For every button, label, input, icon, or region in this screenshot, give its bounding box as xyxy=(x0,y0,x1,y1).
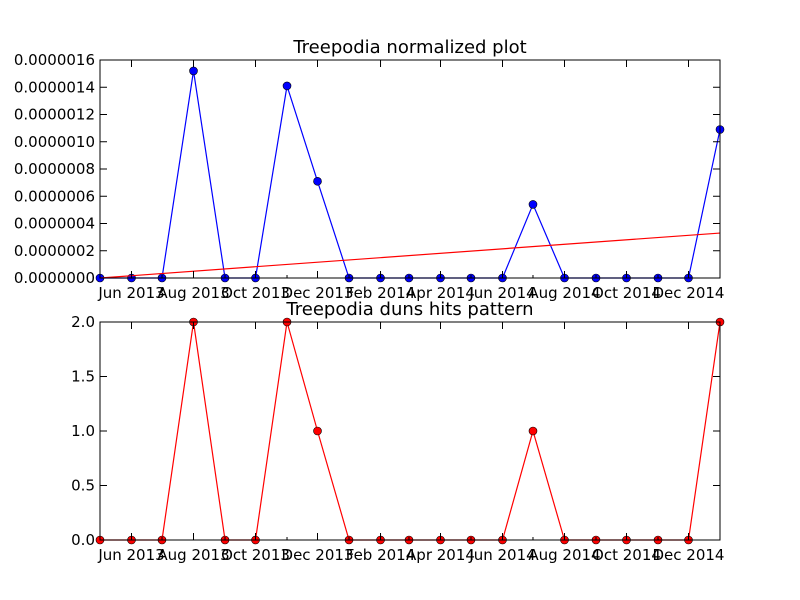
y-tick-label: 0.0000012 xyxy=(14,106,95,124)
y-tick-label: 0.5 xyxy=(71,477,95,495)
y-tick-label: 0.0000014 xyxy=(14,78,95,96)
data-point xyxy=(313,426,322,436)
y-tick-label: 2.0 xyxy=(71,313,95,331)
x-tick-label: Feb 2014 xyxy=(346,546,416,564)
x-tick-label: Aug 2014 xyxy=(528,284,600,302)
data-point xyxy=(313,176,322,186)
x-tick-label: Oct 2014 xyxy=(592,284,661,302)
y-tick-label: 0.0 xyxy=(71,531,95,549)
y-tick-label: 0.0000006 xyxy=(14,187,95,205)
x-tick-label: Dec 2013 xyxy=(282,546,354,564)
y-tick-label: 1.0 xyxy=(71,422,95,440)
y-tick-label: 0.0000008 xyxy=(14,160,95,178)
data-point xyxy=(528,426,538,436)
y-tick-label: 0.0000016 xyxy=(14,51,95,69)
x-tick-label: Jun 2013 xyxy=(97,546,164,564)
x-tick-label: Aug 2013 xyxy=(157,284,229,302)
x-tick-label: Feb 2014 xyxy=(346,284,416,302)
y-tick-label: 0.0000004 xyxy=(14,215,95,233)
x-tick-label: Apr 2014 xyxy=(406,546,475,564)
x-tick-label: Aug 2013 xyxy=(157,546,229,564)
x-tick-label: Dec 2013 xyxy=(282,284,354,302)
x-tick-label: Oct 2013 xyxy=(221,284,290,302)
plot-frame xyxy=(99,59,721,279)
x-tick-label: Jun 2014 xyxy=(468,284,535,302)
chart-duns-hits-pattern: Treepodia duns hits pattern 0.0 0.5 1.0 1.5… xyxy=(71,299,724,564)
y-tick-label: 1.5 xyxy=(71,368,95,386)
chart-title-duns-hits: Treepodia duns hits pattern xyxy=(285,299,533,320)
series-line xyxy=(100,321,721,541)
x-tick-label: Oct 2013 xyxy=(221,546,290,564)
y-tick-label: 0.0000002 xyxy=(14,242,95,260)
data-point xyxy=(282,81,292,91)
x-tick-label: Oct 2014 xyxy=(592,546,661,564)
chart-title-normalized: Treepodia normalized plot xyxy=(292,37,526,58)
y-tick-label: 0.0000010 xyxy=(14,133,95,151)
y-tick-label: 0.0000000 xyxy=(14,269,95,287)
x-tick-label: Jun 2013 xyxy=(97,284,164,302)
x-tick-label: Jun 2014 xyxy=(468,546,535,564)
x-tick-label: Aug 2014 xyxy=(528,546,600,564)
chart-normalized-plot: Treepodia normalized plot 0.0000000 0.000… xyxy=(14,37,725,302)
x-tick-label: Dec 2014 xyxy=(653,546,725,564)
plot-frame xyxy=(99,321,721,541)
x-tick-label: Apr 2014 xyxy=(406,284,475,302)
data-point xyxy=(528,200,538,209)
series-line xyxy=(100,70,721,279)
trend-line xyxy=(99,232,721,279)
data-point xyxy=(189,66,198,76)
x-tick-label: Dec 2014 xyxy=(653,284,725,302)
